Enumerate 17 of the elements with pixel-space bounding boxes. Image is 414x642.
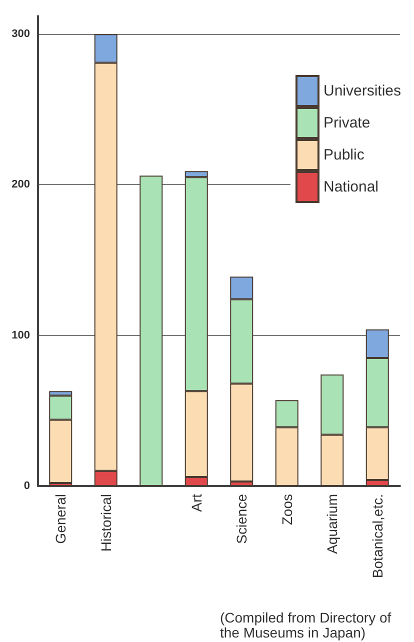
x-tick-label: Aquarium [324,494,340,554]
x-tick-label: Science [234,494,250,544]
legend-label: Universities [323,82,402,100]
x-tick-label: Art [188,494,204,512]
y-tick-label: 100 [12,329,30,342]
y-tick-label: 0 [24,480,30,492]
y-tick-label: 300 [12,28,30,40]
bar [140,176,163,486]
text: (Compiled from Directory of the Museums in Japan) [220,610,396,640]
legend-label: Public [323,146,365,164]
x-tick-label: Zoos [278,494,295,526]
legend-label: National [323,178,379,196]
x-tick-label: Historical [98,494,114,552]
legend-label: Private [323,114,370,132]
x-tick-label: Botanical,etc. [369,494,386,578]
y-tick-label: 200 [12,178,30,191]
x-tick-label: General [52,494,69,544]
